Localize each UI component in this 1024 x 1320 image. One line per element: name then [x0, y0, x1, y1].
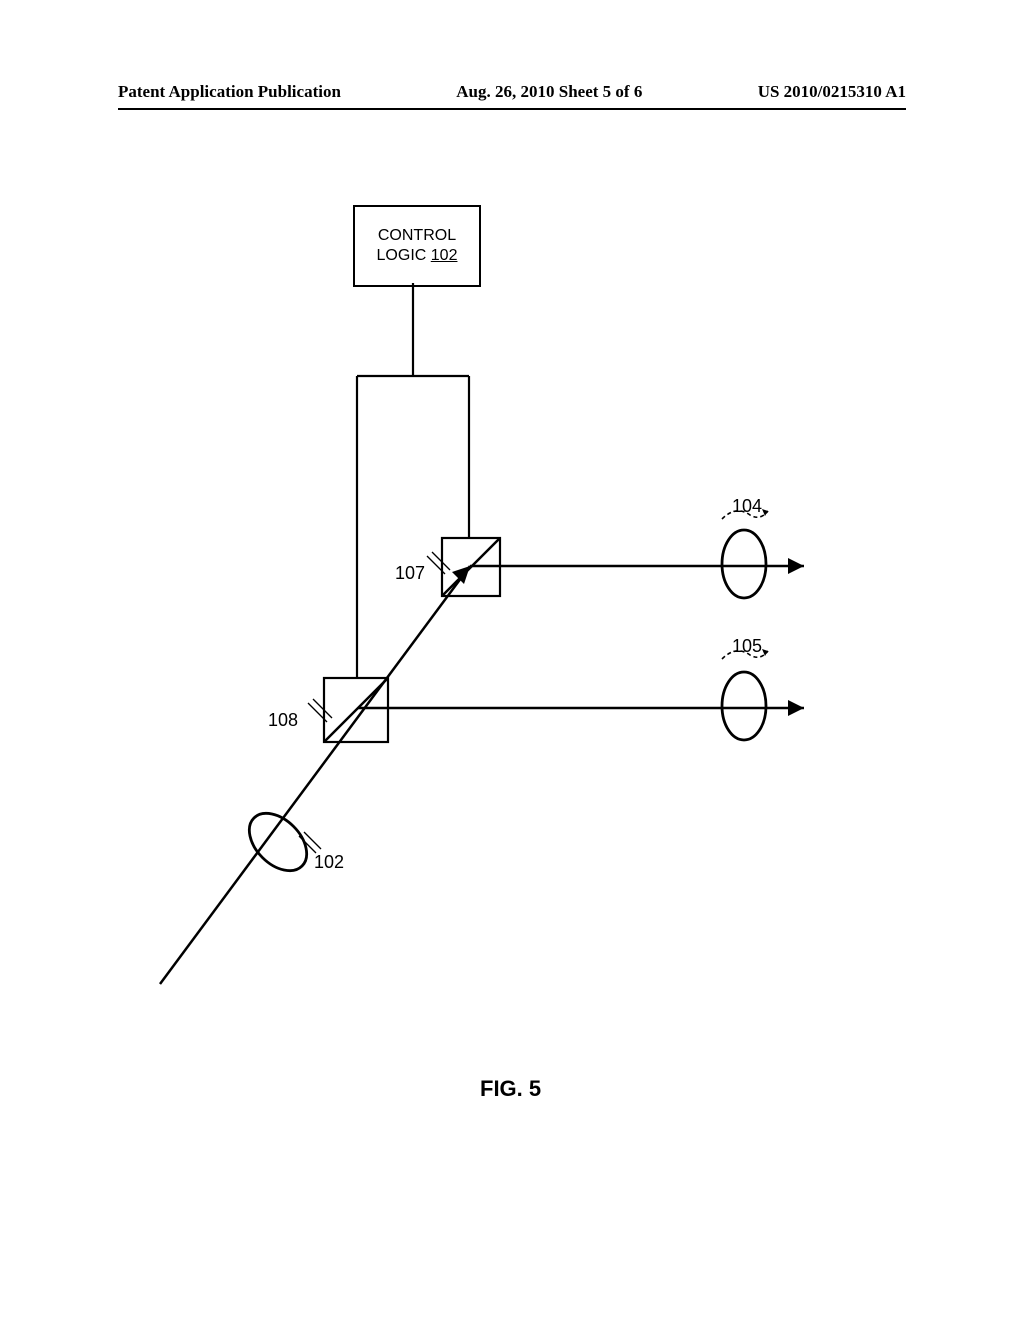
label-102: 102 [314, 852, 344, 873]
patent-page: Patent Application Publication Aug. 26, … [0, 0, 1024, 1320]
label-108: 108 [268, 710, 298, 731]
diagram-svg [0, 0, 1024, 1320]
connector-lines [357, 283, 469, 678]
lenses [238, 530, 766, 882]
optical-paths [160, 538, 804, 984]
label-104: 104 [732, 496, 762, 517]
label-105: 105 [732, 636, 762, 657]
label-107: 107 [395, 563, 425, 584]
figure-label: FIG. 5 [480, 1076, 541, 1102]
